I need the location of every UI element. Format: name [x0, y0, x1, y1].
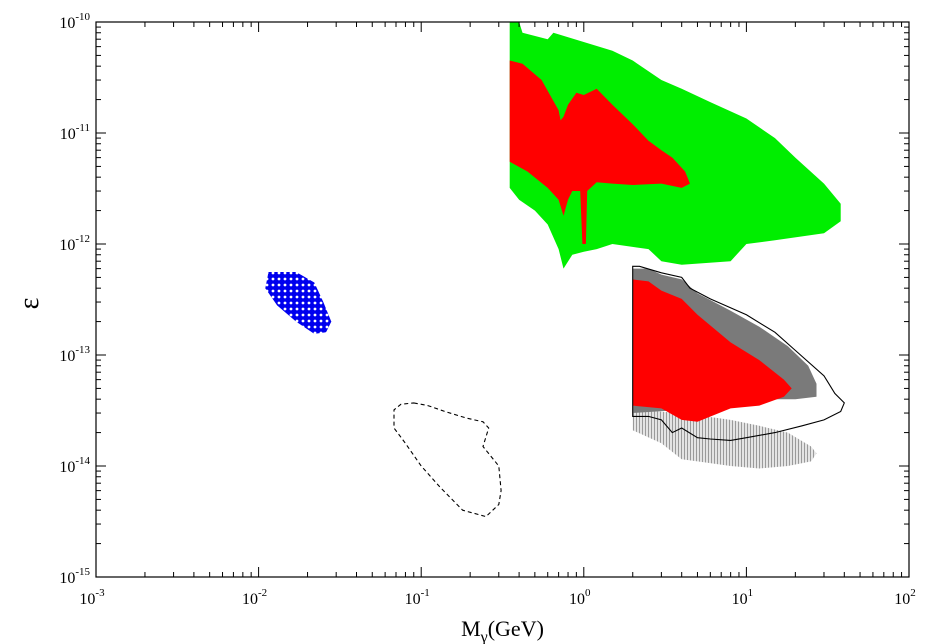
x-axis-label-main: M: [461, 616, 481, 641]
x-tick-labels: 10-3 10-2 10-1 100 101 102: [79, 587, 915, 608]
x-axis-label-subscript: γ: [480, 629, 488, 644]
x-tick-label: 102: [894, 587, 916, 608]
blue-region: [265, 272, 332, 334]
axis-ticks: [95, 21, 910, 578]
dashed-contour: [393, 402, 502, 518]
plot-contours: [393, 265, 845, 518]
y-tick-label: 10-15: [59, 566, 90, 587]
x-axis-label: Mγ(GeV): [461, 616, 544, 644]
light-gray-region: [632, 409, 817, 469]
x-axis-label-unit: (GeV): [488, 616, 544, 641]
y-tick-labels: 10-15 10-14 10-13 10-12 10-11 10-10: [59, 11, 90, 587]
x-tick-label: 10-3: [79, 587, 105, 608]
red-region-upper: [509, 60, 690, 244]
y-tick-label: 10-10: [59, 11, 90, 32]
x-tick-label: 100: [569, 587, 591, 608]
x-tick-label: 10-2: [242, 587, 267, 608]
red-region-lower: [632, 279, 792, 422]
x-tick-label: 101: [732, 587, 754, 608]
y-tick-label: 10-14: [59, 455, 90, 476]
plot-regions: [265, 22, 841, 469]
green-region: [509, 22, 841, 269]
y-tick-label: 10-11: [60, 122, 90, 143]
y-tick-label: 10-13: [59, 344, 90, 365]
solid-contour: [632, 265, 845, 441]
x-tick-label: 10-1: [405, 587, 430, 608]
y-axis-label: ε: [14, 298, 45, 310]
y-tick-label: 10-12: [59, 233, 90, 254]
plot-frame: [95, 21, 910, 578]
